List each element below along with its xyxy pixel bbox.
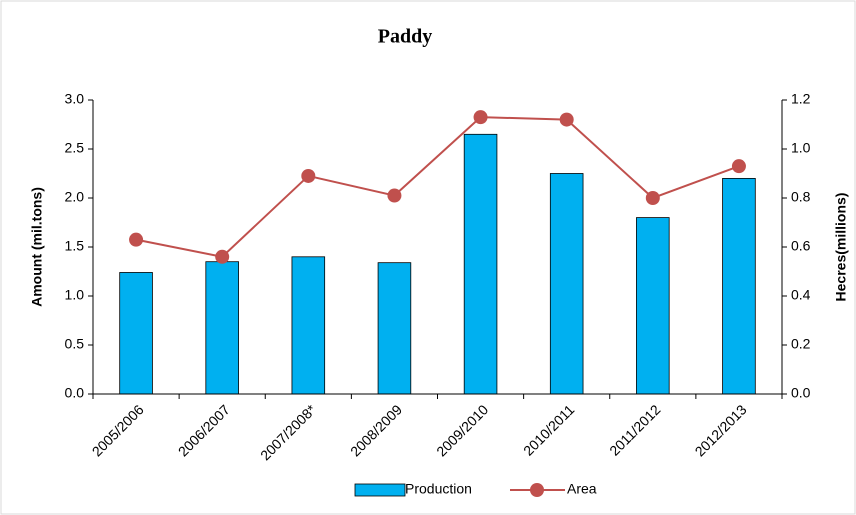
marker	[215, 249, 230, 264]
y2-tick-label: 1.0	[791, 140, 811, 156]
bar	[722, 177, 756, 395]
y-tick-label: 3.0	[65, 91, 85, 107]
y2-axis-title: Hecres(millions)	[833, 193, 849, 302]
legend-label: Area	[567, 481, 597, 497]
line	[135, 116, 740, 258]
y-axis-title: Amount (mil.tons)	[29, 187, 45, 307]
bar	[463, 133, 498, 395]
y-tick-label: 0.5	[65, 336, 85, 352]
bar	[205, 261, 239, 395]
marker	[645, 191, 660, 205]
marker	[387, 188, 402, 203]
bar	[549, 173, 584, 395]
y-tick-label: 1.0	[65, 287, 85, 303]
marker	[301, 168, 316, 183]
marker	[731, 159, 746, 174]
y-tick-label: 0.0	[65, 385, 85, 401]
y2-tick-label: 0.4	[791, 287, 811, 303]
bar	[291, 256, 326, 395]
marker	[129, 232, 144, 247]
chart-title: Paddy	[378, 26, 432, 48]
marker	[559, 112, 574, 127]
y2-tick-label: 0.0	[791, 385, 811, 401]
y-tick-label: 2.0	[65, 189, 85, 205]
y2-tick-label: 0.6	[791, 238, 811, 254]
legend-label: Production	[405, 481, 472, 497]
bar	[636, 217, 670, 395]
y2-tick-label: 0.2	[791, 336, 811, 352]
y-tick-label: 1.5	[65, 238, 85, 254]
marker	[473, 110, 488, 125]
legend-swatch	[530, 483, 544, 497]
y2-tick-label: 1.2	[791, 91, 811, 107]
legend-swatch	[354, 483, 406, 497]
y2-tick-label: 0.8	[791, 189, 811, 205]
y-tick-label: 2.5	[65, 140, 85, 156]
bar	[119, 272, 153, 395]
bar	[377, 262, 412, 395]
